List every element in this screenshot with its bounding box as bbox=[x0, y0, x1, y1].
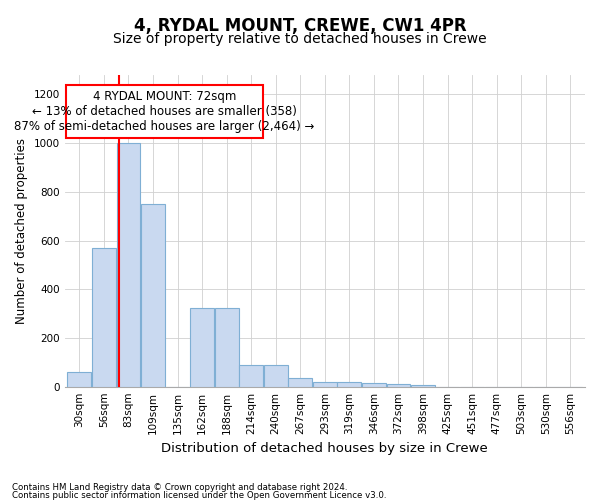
Bar bbox=[289, 378, 312, 386]
Y-axis label: Number of detached properties: Number of detached properties bbox=[15, 138, 28, 324]
Bar bbox=[215, 308, 239, 386]
X-axis label: Distribution of detached houses by size in Crewe: Distribution of detached houses by size … bbox=[161, 442, 488, 455]
Bar bbox=[239, 365, 263, 386]
Text: Contains public sector information licensed under the Open Government Licence v3: Contains public sector information licen… bbox=[12, 491, 386, 500]
Bar bbox=[386, 384, 410, 386]
Bar bbox=[116, 143, 140, 386]
Bar bbox=[141, 204, 165, 386]
Text: Contains HM Land Registry data © Crown copyright and database right 2024.: Contains HM Land Registry data © Crown c… bbox=[12, 484, 347, 492]
Text: 4, RYDAL MOUNT, CREWE, CW1 4PR: 4, RYDAL MOUNT, CREWE, CW1 4PR bbox=[134, 18, 466, 36]
Bar bbox=[264, 365, 287, 386]
FancyBboxPatch shape bbox=[66, 84, 263, 138]
Bar bbox=[362, 383, 386, 386]
Bar bbox=[313, 382, 337, 386]
Bar bbox=[92, 248, 116, 386]
Bar bbox=[337, 382, 361, 386]
Bar bbox=[67, 372, 91, 386]
Text: Size of property relative to detached houses in Crewe: Size of property relative to detached ho… bbox=[113, 32, 487, 46]
Text: 4 RYDAL MOUNT: 72sqm
← 13% of detached houses are smaller (358)
87% of semi-deta: 4 RYDAL MOUNT: 72sqm ← 13% of detached h… bbox=[14, 90, 315, 133]
Bar bbox=[190, 308, 214, 386]
